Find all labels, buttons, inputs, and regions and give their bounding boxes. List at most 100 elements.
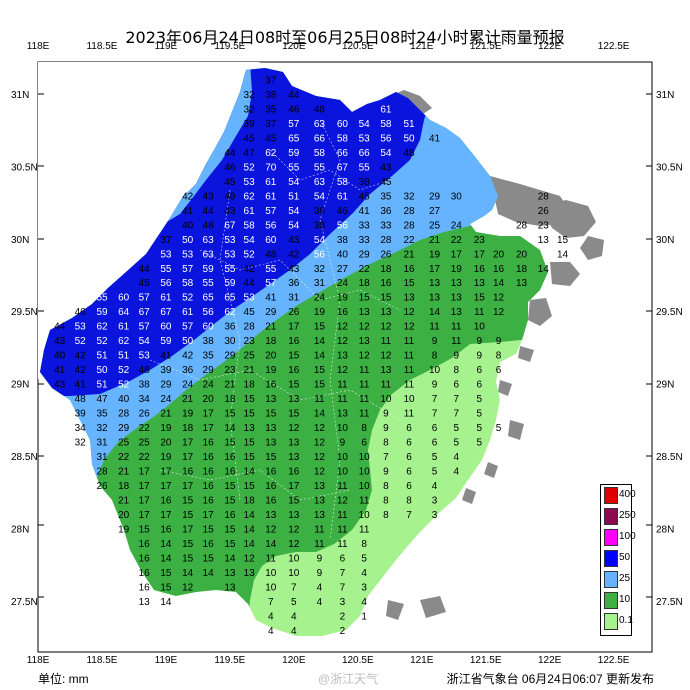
- rainfall-value: 53: [244, 177, 256, 188]
- rainfall-value: 6: [432, 423, 438, 434]
- rainfall-value: 13: [265, 510, 277, 521]
- rainfall-value: 58: [380, 119, 392, 130]
- rainfall-value: 15: [403, 278, 415, 289]
- rainfall-value: 15: [557, 235, 569, 246]
- rainfall-value: 14: [244, 510, 256, 521]
- lon-label-bottom: 118.5E: [86, 655, 117, 666]
- rainfall-value: 11: [359, 394, 370, 405]
- rainfall-value: 15: [182, 495, 194, 506]
- rainfall-value: 28: [118, 409, 130, 420]
- rainfall-value: 36: [224, 322, 236, 333]
- rainfall-value: 12: [337, 365, 349, 376]
- rainfall-value: 63: [203, 249, 215, 260]
- rainfall-value: 44: [288, 90, 300, 101]
- rainfall-value: 11: [314, 539, 325, 550]
- rainfall-value: 64: [118, 307, 130, 318]
- rainfall-value: 19: [160, 452, 172, 463]
- rainfall-value: 45: [244, 133, 256, 144]
- rainfall-value: 4: [291, 611, 297, 622]
- rainfall-value: 11: [474, 307, 485, 318]
- rainfall-value: 25: [244, 351, 256, 362]
- rainfall-value: 7: [340, 582, 346, 593]
- rainfall-value: 22: [118, 452, 130, 463]
- rainfall-value: 10: [337, 467, 349, 478]
- lat-label-left: 29.5N: [11, 307, 38, 318]
- rainfall-value: 46: [288, 105, 300, 116]
- rainfall-value: 13: [139, 597, 151, 608]
- rainfall-value: 19: [160, 423, 172, 434]
- rainfall-value: 15: [203, 553, 215, 564]
- rainfall-value: 6: [477, 365, 483, 376]
- rainfall-value: 16: [288, 365, 300, 376]
- rainfall-value: 55: [359, 162, 371, 173]
- rainfall-value: 31: [314, 278, 326, 289]
- rainfall-value: 25: [118, 438, 130, 449]
- lat-label-left: 30N: [11, 235, 29, 246]
- rainfall-value: 8: [361, 539, 367, 550]
- rainfall-value: 42: [288, 249, 300, 260]
- rainfall-value: 37: [265, 76, 277, 87]
- county-borders: [149, 119, 401, 541]
- rainfall-value: 9: [317, 553, 323, 564]
- rainfall-value: 11: [314, 394, 325, 405]
- rainfall-value: 50: [182, 235, 194, 246]
- rainfall-value: 15: [224, 539, 236, 550]
- rainfall-value: 24: [203, 380, 215, 391]
- rainfall-value: 43: [203, 191, 215, 202]
- rainfall-value: 11: [359, 365, 370, 376]
- rainfall-value: 15: [224, 438, 236, 449]
- rainfall-value: 11: [429, 322, 440, 333]
- rainfall-value: 9: [317, 568, 323, 579]
- legend-item: 25: [601, 569, 631, 590]
- rainfall-value: 15: [265, 409, 277, 420]
- rainfall-value: 24: [182, 380, 194, 391]
- rainfall-value: 33: [380, 220, 392, 231]
- rainfall-value: 57: [139, 293, 151, 304]
- grid-ticks: [38, 93, 652, 598]
- rainfall-value: 18: [516, 264, 528, 275]
- rainfall-value: 55: [160, 264, 172, 275]
- rainfall-value: 12: [403, 307, 415, 318]
- rainfall-value: 60: [265, 235, 277, 246]
- rainfall-value: 18: [224, 394, 236, 405]
- rainfall-value: 6: [477, 380, 483, 391]
- rainfall-value: 5: [477, 438, 483, 449]
- rainfall-value: 13: [359, 336, 371, 347]
- rainfall-value: 8: [361, 423, 367, 434]
- rainfall-value: 13: [429, 278, 441, 289]
- rainfall-value: 48: [203, 220, 215, 231]
- legend-item: 50: [601, 548, 631, 569]
- rainfall-value: 7: [383, 452, 389, 463]
- rainfall-value: 13: [288, 510, 300, 521]
- rainfall-value: 24: [451, 220, 463, 231]
- rainfall-value: 56: [337, 220, 349, 231]
- rainfall-value: 11: [337, 524, 348, 535]
- rainfall-value: 58: [337, 133, 349, 144]
- legend-swatch: [604, 529, 618, 546]
- rainfall-value: 15: [359, 293, 371, 304]
- rainfall-value: 40: [118, 394, 130, 405]
- rainfall-value: 17: [139, 510, 151, 521]
- rainfall-value: 50: [403, 133, 415, 144]
- rainfall-value: 35: [96, 409, 108, 420]
- legend-swatch: [604, 487, 618, 504]
- rainfall-value: 13: [244, 568, 256, 579]
- rainfall-value: 55: [96, 293, 108, 304]
- rainfall-value: 42: [75, 365, 87, 376]
- lon-label-bottom: 120.5E: [342, 655, 374, 666]
- rainfall-value: 13: [403, 293, 415, 304]
- rainfall-value: 59: [224, 278, 236, 289]
- rainfall-value: 38: [359, 177, 371, 188]
- rainfall-value: 17: [139, 467, 151, 478]
- rainfall-value: 13: [314, 510, 326, 521]
- rainfall-value: 61: [118, 322, 130, 333]
- rainfall-value: 14: [244, 524, 256, 535]
- legend-label: 400: [619, 489, 636, 500]
- rainfall-value: 61: [265, 177, 277, 188]
- rainfall-value: 30: [451, 191, 463, 202]
- rainfall-value: 41: [359, 206, 371, 217]
- rainfall-value: 15: [160, 568, 172, 579]
- rainfall-value: 19: [337, 293, 349, 304]
- rainfall-value: 17: [429, 264, 441, 275]
